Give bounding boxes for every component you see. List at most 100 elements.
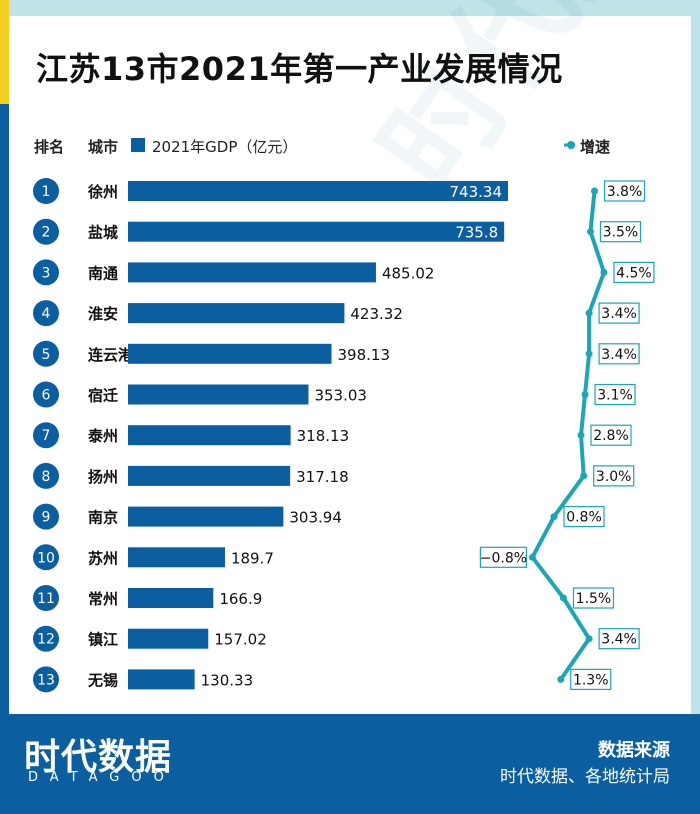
rank-badge — [33, 625, 59, 652]
rank-badge — [33, 300, 59, 327]
legend-gdp-swatch — [131, 138, 145, 152]
chart-plot: 1 徐州 743.34 2 盐城 735.8 3 南通 485.02 4 淮安 423.32 5 连云港 3… — [33, 178, 655, 693]
rank-label: 8 — [42, 469, 51, 485]
gdp-value-label: 318.13 — [297, 427, 350, 445]
growth-label: −0.8% — [480, 550, 527, 566]
growth-label-box — [593, 465, 635, 487]
gdp-bar — [128, 465, 291, 486]
growth-point — [585, 350, 593, 358]
growth-label: 3.0% — [596, 469, 632, 485]
gdp-bar — [128, 547, 225, 568]
growth-point — [600, 268, 608, 276]
city-label: 泰州 — [87, 427, 118, 445]
rank-label: 13 — [37, 672, 55, 688]
rank-badge — [33, 381, 59, 408]
gdp-value-label: 485.02 — [382, 264, 435, 282]
city-label: 连云港 — [88, 346, 134, 364]
rank-badge — [33, 422, 59, 449]
gdp-bar — [128, 262, 376, 283]
growth-point — [559, 594, 567, 602]
rank-label: 11 — [37, 591, 55, 607]
left-accent-yellow — [0, 0, 9, 104]
growth-point — [577, 431, 585, 439]
growth-label: 1.3% — [573, 672, 609, 688]
gdp-bar — [128, 588, 214, 608]
rank-badge — [33, 503, 59, 530]
growth-label-box — [590, 424, 632, 446]
rank-badge — [33, 462, 59, 489]
legend-growth-icon — [564, 141, 578, 149]
growth-label-box — [603, 180, 646, 202]
growth-label: 1.5% — [576, 591, 612, 607]
growth-point — [550, 513, 558, 521]
rank-badge — [33, 178, 59, 204]
rank-badge — [33, 218, 59, 245]
city-label: 盐城 — [88, 224, 118, 242]
gdp-bar — [128, 506, 284, 527]
chart-title: 江苏13市2021年第一产业发展情况 — [36, 50, 563, 88]
growth-point — [557, 675, 565, 683]
growth-label-box — [598, 302, 640, 324]
growth-label-box — [594, 383, 636, 406]
growth-point — [581, 391, 589, 398]
growth-label: 3.5% — [603, 225, 639, 241]
growth-label: 3.4% — [601, 306, 637, 322]
footer-logo-en: DATAGOO — [28, 770, 176, 785]
rank-label: 3 — [42, 265, 51, 281]
rank-label: 1 — [42, 184, 51, 200]
rank-badge — [33, 585, 59, 611]
growth-label: 2.8% — [593, 428, 629, 444]
gdp-value-label: 166.9 — [219, 590, 262, 608]
rank-label: 2 — [42, 225, 51, 241]
growth-point — [585, 309, 593, 317]
source-title: 数据来源 — [598, 740, 670, 761]
city-label: 镇江 — [88, 631, 118, 649]
gdp-value-label: 423.32 — [350, 305, 403, 323]
header-city: 城市 — [88, 138, 119, 156]
gdp-bar — [128, 425, 291, 446]
growth-label: 0.8% — [566, 510, 602, 526]
rank-badge — [33, 259, 59, 286]
growth-point — [580, 472, 588, 480]
gdp-value-label: 303.94 — [289, 509, 342, 527]
growth-label-box — [563, 506, 605, 528]
top-accent-bar — [0, 0, 700, 16]
rank-badge — [33, 666, 59, 693]
city-label: 常州 — [88, 590, 118, 608]
gdp-bar — [128, 303, 345, 324]
city-label: 南通 — [88, 264, 118, 282]
city-label: 宿迁 — [88, 387, 118, 405]
gdp-bar — [128, 628, 209, 649]
growth-label: 3.4% — [601, 347, 637, 363]
rank-label: 9 — [42, 510, 51, 526]
growth-label-box — [570, 668, 612, 691]
gdp-value-label: 157.02 — [214, 631, 267, 649]
growth-label: 4.5% — [616, 265, 652, 281]
growth-point — [591, 187, 598, 195]
gdp-value-label: 130.33 — [201, 671, 254, 689]
gdp-bar — [128, 343, 332, 364]
city-label: 苏州 — [88, 549, 118, 567]
footer: 时代数据 DATAGOO 数据来源 时代数据、各地统计局 — [0, 714, 700, 814]
city-label: 徐州 — [87, 183, 118, 201]
left-accent-blue — [0, 104, 9, 714]
right-accent-bar — [691, 16, 700, 714]
gdp-bar — [128, 221, 505, 242]
rank-label: 5 — [42, 347, 51, 363]
growth-point — [585, 635, 593, 643]
header-rank: 排名 — [34, 138, 65, 156]
rank-label: 6 — [42, 388, 51, 404]
gdp-bar — [128, 669, 195, 690]
gdp-value-label: 743.34 — [450, 183, 503, 201]
growth-label-box — [613, 261, 655, 283]
rank-badge — [33, 544, 59, 571]
gdp-bar — [128, 181, 508, 201]
rank-badge — [33, 340, 59, 367]
growth-point — [586, 228, 594, 236]
growth-label-box — [599, 221, 642, 243]
city-label: 南京 — [88, 509, 118, 527]
gdp-bar — [128, 384, 309, 405]
gdp-value-label: 353.03 — [314, 387, 367, 405]
growth-point — [528, 553, 536, 561]
